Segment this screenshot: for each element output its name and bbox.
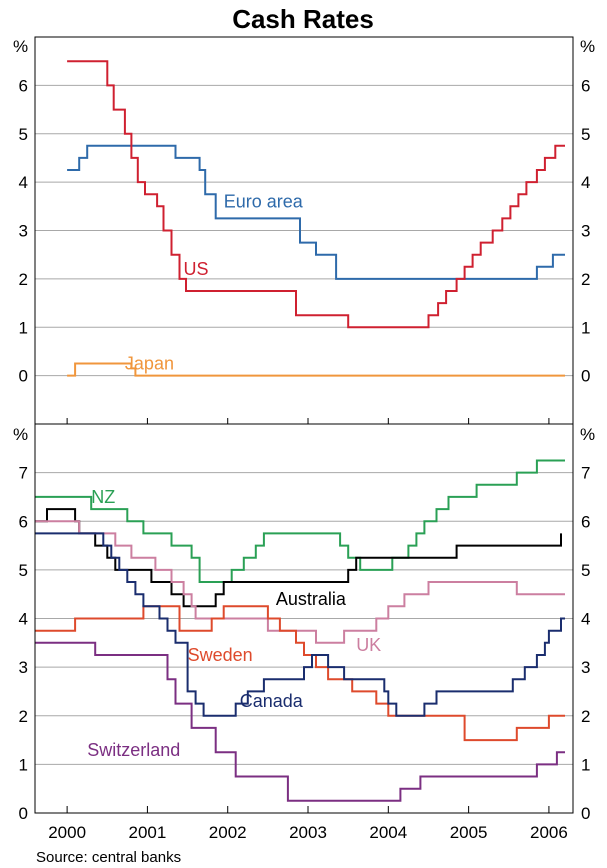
xtick-label: 2005 (450, 823, 488, 842)
bottom-ytick-left: 6 (19, 512, 28, 531)
top-ytick-right: 2 (581, 270, 590, 289)
top-ytick-right: 6 (581, 76, 590, 95)
bottom-ytick-right: 7 (581, 464, 590, 483)
series-labels: Euro area US Japan NZ Australia UK Sweden Canad… (87, 191, 381, 759)
bottom-ytick-left: 4 (19, 610, 28, 629)
bottom-panel-frame (34, 423, 574, 814)
bottom-ytick-left: 1 (19, 755, 28, 774)
series-label-uk: UK (356, 635, 381, 655)
source-note: Source: central banks (36, 849, 181, 866)
bottom-unit-right: % (580, 425, 595, 444)
series-line-japan (67, 362, 565, 377)
tick-labels: 0 0 1 1 2 2 3 3 4 4 5 5 6 6 0 0 1 1 2 2 3 3 4 4 5 5 6 6 7 7 2000 2001 20… (19, 76, 591, 842)
top-ytick-left: 3 (19, 222, 28, 241)
top-unit-right: % (580, 37, 595, 56)
top-ytick-left: 6 (19, 76, 28, 95)
bottom-ytick-right: 0 (581, 804, 590, 823)
xtick-label: 2006 (530, 823, 568, 842)
top-series-lines (67, 60, 565, 377)
xtick-label: 2003 (289, 823, 327, 842)
series-line-euro-area (67, 144, 565, 280)
top-ytick-right: 3 (581, 222, 590, 241)
xtick-label: 2002 (209, 823, 247, 842)
series-label-canada: Canada (240, 691, 304, 711)
series-label-us: US (184, 259, 209, 279)
top-ytick-right: 0 (581, 367, 590, 386)
top-ytick-left: 4 (19, 173, 28, 192)
series-line-us (67, 60, 565, 329)
bottom-ytick-right: 4 (581, 610, 590, 629)
series-line-sweden (35, 605, 565, 742)
series-label-euro-area: Euro area (224, 191, 304, 211)
chart-title: Cash Rates (232, 4, 374, 34)
series-label-sweden: Sweden (188, 645, 253, 665)
series-line-nz (35, 459, 565, 583)
bottom-ytick-left: 7 (19, 464, 28, 483)
xtick-label: 2004 (369, 823, 407, 842)
top-ytick-right: 5 (581, 125, 590, 144)
top-ytick-left: 1 (19, 318, 28, 337)
top-ytick-left: 2 (19, 270, 28, 289)
series-label-japan: Japan (125, 354, 174, 374)
top-ytick-left: 5 (19, 125, 28, 144)
bottom-ytick-right: 3 (581, 658, 590, 677)
bottom-ytick-right: 2 (581, 707, 590, 726)
series-line-canada (35, 532, 565, 717)
bottom-ytick-right: 5 (581, 561, 590, 580)
bottom-ytick-left: 3 (19, 658, 28, 677)
xtick-label: 2001 (129, 823, 167, 842)
bottom-ytick-right: 1 (581, 755, 590, 774)
bottom-ytick-left: 0 (19, 804, 28, 823)
series-label-australia: Australia (276, 589, 347, 609)
top-ytick-right: 1 (581, 318, 590, 337)
series-line-switzerland (35, 641, 565, 802)
bottom-unit-left: % (13, 425, 28, 444)
top-unit-left: % (13, 37, 28, 56)
bottom-ytick-left: 5 (19, 561, 28, 580)
series-label-nz: NZ (91, 487, 115, 507)
top-ytick-left: 0 (19, 367, 28, 386)
series-line-uk (35, 520, 565, 644)
bottom-series-lines (35, 459, 565, 802)
xtick-label: 2000 (48, 823, 86, 842)
bottom-ytick-right: 6 (581, 512, 590, 531)
bottom-ytick-left: 2 (19, 707, 28, 726)
top-ytick-right: 4 (581, 173, 590, 192)
series-label-switzerland: Switzerland (87, 740, 180, 760)
